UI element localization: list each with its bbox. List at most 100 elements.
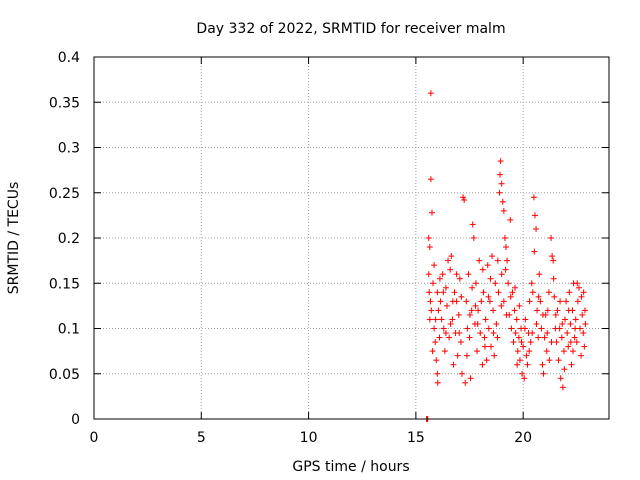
data-point	[447, 266, 454, 273]
data-point	[461, 196, 468, 203]
data-point	[427, 176, 434, 183]
data-point	[505, 280, 512, 287]
data-point	[561, 366, 568, 373]
data-point	[533, 225, 540, 232]
y-tick-label: 0.15	[49, 276, 80, 292]
data-point	[580, 330, 587, 337]
y-tick-label: 0.35	[49, 95, 80, 111]
data-point	[442, 330, 449, 337]
data-point	[485, 293, 492, 300]
data-point	[510, 339, 517, 346]
data-point	[496, 171, 503, 178]
data-point	[499, 198, 506, 205]
y-tick-label: 0.2	[58, 231, 80, 247]
data-point	[440, 325, 447, 332]
data-point	[481, 343, 488, 350]
data-point	[484, 262, 491, 269]
data-point	[568, 361, 575, 368]
data-point	[527, 339, 534, 346]
data-point	[431, 325, 438, 332]
data-point	[552, 311, 559, 318]
data-point	[535, 334, 542, 341]
data-point	[428, 209, 435, 216]
data-point	[458, 293, 465, 300]
data-point	[490, 307, 497, 314]
data-point	[567, 339, 574, 346]
data-point	[470, 235, 477, 241]
data-point	[565, 307, 572, 314]
data-point	[436, 334, 443, 341]
data-point	[466, 334, 473, 341]
data-point	[543, 348, 550, 355]
data-points	[423, 90, 589, 422]
data-point	[438, 316, 445, 323]
data-point	[566, 289, 573, 296]
y-tick-label: 0	[71, 412, 80, 428]
data-point	[434, 370, 441, 377]
data-point	[578, 352, 585, 359]
data-point	[541, 334, 548, 341]
data-point	[486, 298, 493, 305]
data-point	[443, 302, 450, 309]
data-point	[426, 316, 433, 323]
data-point	[575, 284, 582, 291]
data-point	[509, 289, 516, 296]
data-point	[555, 357, 562, 364]
data-point	[472, 302, 479, 309]
data-point	[439, 271, 446, 278]
data-point	[501, 235, 508, 241]
data-point	[531, 212, 538, 219]
data-point	[572, 316, 579, 323]
x-tick-label: 0	[90, 430, 99, 446]
data-point	[437, 298, 444, 305]
data-point	[481, 334, 488, 341]
data-point	[526, 298, 533, 305]
data-point	[574, 298, 581, 305]
data-point	[544, 330, 551, 337]
data-point	[503, 244, 509, 251]
data-point	[469, 284, 476, 291]
data-point	[456, 330, 463, 337]
data-point	[460, 194, 467, 201]
data-point	[530, 194, 537, 201]
data-point	[524, 361, 531, 368]
data-point	[526, 348, 533, 355]
data-point	[429, 348, 436, 355]
data-point	[474, 320, 481, 327]
data-point	[477, 330, 484, 337]
data-point	[519, 370, 526, 377]
data-point	[442, 284, 449, 291]
data-point	[463, 352, 470, 359]
data-point	[482, 316, 489, 323]
data-point	[512, 330, 519, 337]
data-point	[441, 348, 448, 355]
data-point	[449, 298, 456, 305]
data-point	[463, 298, 470, 305]
data-point	[531, 248, 538, 255]
data-point	[467, 375, 474, 382]
data-point	[578, 293, 585, 300]
data-point	[545, 289, 552, 296]
data-point	[539, 311, 546, 318]
data-point	[451, 289, 458, 296]
data-point	[450, 361, 457, 368]
data-point	[521, 375, 528, 382]
y-axis-label: SRMTID / TECUs	[6, 182, 22, 295]
data-point	[574, 280, 581, 287]
data-point	[494, 257, 501, 264]
data-point	[518, 339, 525, 346]
data-point	[581, 307, 588, 314]
data-point	[572, 325, 579, 332]
data-point	[581, 343, 588, 350]
data-point	[496, 189, 503, 196]
data-point	[567, 320, 574, 327]
data-point	[571, 334, 578, 341]
data-point	[562, 316, 569, 323]
y-tick-label: 0.3	[58, 141, 80, 157]
data-point	[468, 307, 475, 314]
plot-frame	[93, 56, 610, 420]
data-point	[559, 320, 566, 327]
data-point	[580, 289, 587, 296]
data-point	[523, 352, 530, 359]
